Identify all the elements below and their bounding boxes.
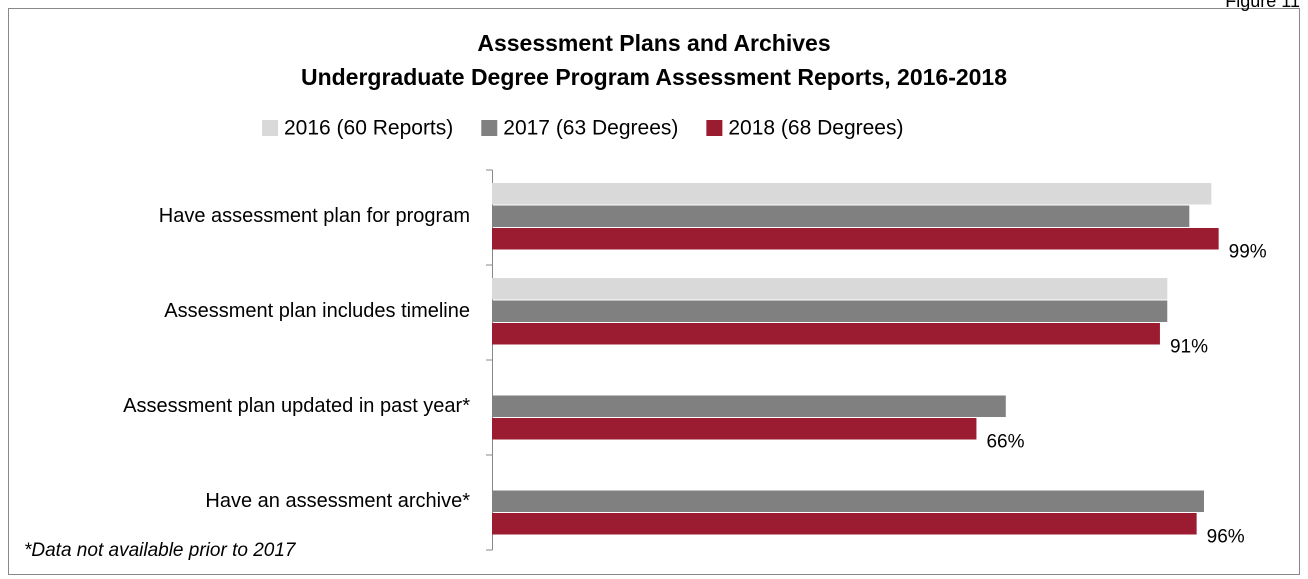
bar: [492, 323, 1160, 345]
footnote: *Data not available prior to 2017: [24, 540, 297, 561]
bar: [492, 183, 1212, 205]
legend-label: 2018 (68 Degrees): [728, 117, 903, 140]
bar: [492, 228, 1219, 250]
category-label: Have assessment plan for program: [159, 205, 470, 227]
bar: [492, 205, 1190, 227]
category-label: Assessment plan includes timeline: [164, 300, 470, 322]
bar: [492, 490, 1204, 512]
value-label: 96%: [1207, 527, 1245, 548]
bar: [492, 278, 1168, 300]
bar: [492, 418, 977, 440]
value-label: 66%: [986, 432, 1024, 453]
legend-swatch: [262, 120, 278, 136]
bar: [492, 300, 1168, 322]
value-label: 99%: [1229, 242, 1267, 263]
chart-title: Assessment Plans and Archives: [477, 30, 830, 56]
legend-swatch: [481, 120, 498, 136]
value-label: 91%: [1170, 337, 1208, 358]
legend-label: 2016 (60 Reports): [284, 117, 453, 140]
legend-label: 2017 (63 Degrees): [503, 117, 678, 140]
chart-subtitle: Undergraduate Degree Program Assessment …: [301, 64, 1007, 90]
category-label: Have an assessment archive*: [205, 490, 470, 512]
bar: [492, 395, 1006, 417]
category-label: Assessment plan updated in past year*: [123, 395, 470, 417]
bar: [492, 513, 1197, 535]
legend-swatch: [706, 120, 723, 136]
figure-label: Figure 11: [1225, 0, 1300, 11]
